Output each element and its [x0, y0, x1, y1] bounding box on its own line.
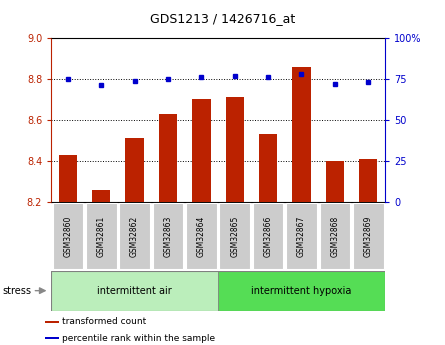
Bar: [125, 138, 144, 202]
Bar: [359, 159, 377, 202]
Bar: [159, 114, 177, 202]
Text: intermittent hypoxia: intermittent hypoxia: [251, 286, 352, 296]
Text: GSM32867: GSM32867: [297, 216, 306, 257]
Bar: [44, 321, 59, 323]
Text: transformed count: transformed count: [62, 317, 146, 326]
Bar: [259, 134, 277, 202]
Bar: [292, 67, 311, 202]
Bar: [226, 97, 244, 202]
Text: GDS1213 / 1426716_at: GDS1213 / 1426716_at: [150, 12, 295, 25]
FancyBboxPatch shape: [86, 203, 117, 269]
FancyBboxPatch shape: [320, 203, 350, 269]
Bar: [92, 189, 110, 202]
Text: GSM32869: GSM32869: [364, 216, 373, 257]
FancyBboxPatch shape: [286, 203, 317, 269]
Text: stress: stress: [2, 286, 31, 296]
FancyBboxPatch shape: [119, 203, 150, 269]
Bar: [326, 161, 344, 202]
Bar: [51, 271, 218, 310]
Bar: [192, 99, 210, 202]
Bar: [44, 337, 59, 339]
Text: GSM32860: GSM32860: [63, 216, 73, 257]
FancyBboxPatch shape: [53, 203, 83, 269]
FancyBboxPatch shape: [219, 203, 250, 269]
FancyBboxPatch shape: [186, 203, 217, 269]
Bar: [218, 271, 385, 310]
Text: GSM32862: GSM32862: [130, 216, 139, 257]
Bar: [59, 155, 77, 202]
Text: GSM32865: GSM32865: [230, 216, 239, 257]
Text: intermittent air: intermittent air: [97, 286, 172, 296]
Text: GSM32863: GSM32863: [163, 216, 173, 257]
FancyBboxPatch shape: [153, 203, 183, 269]
Text: percentile rank within the sample: percentile rank within the sample: [62, 334, 215, 343]
Text: GSM32868: GSM32868: [330, 216, 340, 257]
Text: GSM32864: GSM32864: [197, 216, 206, 257]
FancyBboxPatch shape: [253, 203, 283, 269]
Text: GSM32866: GSM32866: [263, 216, 273, 257]
FancyBboxPatch shape: [353, 203, 384, 269]
Text: GSM32861: GSM32861: [97, 216, 106, 257]
